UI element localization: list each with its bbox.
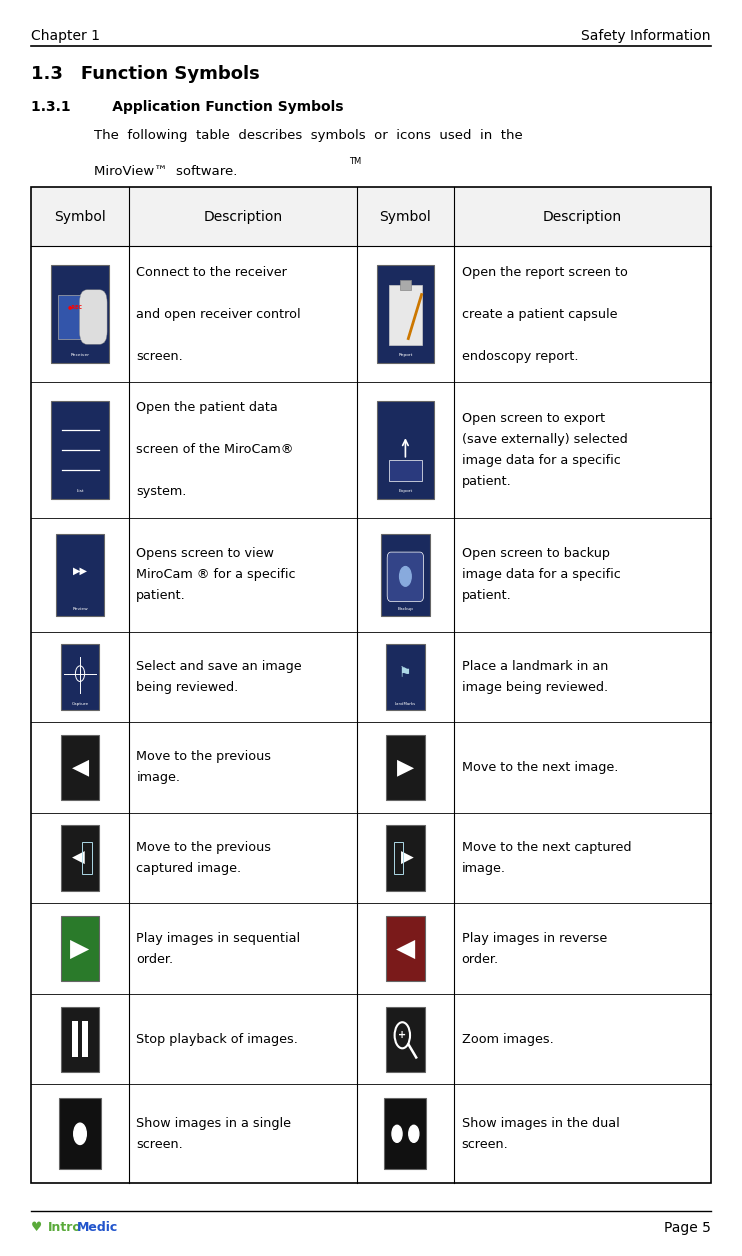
FancyBboxPatch shape xyxy=(387,553,424,602)
FancyBboxPatch shape xyxy=(51,265,109,363)
Text: The  following  table  describes  symbols  or  icons  used  in  the: The following table describes symbols or… xyxy=(94,129,523,142)
FancyBboxPatch shape xyxy=(79,290,107,344)
Text: Move to the next captured
image.: Move to the next captured image. xyxy=(462,842,631,875)
FancyBboxPatch shape xyxy=(381,534,430,615)
Text: Open screen to export
(save externally) selected
image data for a specific
patie: Open screen to export (save externally) … xyxy=(462,412,628,487)
Text: Open the report screen to

create a patient capsule

endoscopy report.: Open the report screen to create a patie… xyxy=(462,265,628,363)
Text: Connect to the receiver

and open receiver control

screen.: Connect to the receiver and open receive… xyxy=(137,265,301,363)
FancyBboxPatch shape xyxy=(386,916,424,981)
FancyBboxPatch shape xyxy=(61,825,99,891)
FancyBboxPatch shape xyxy=(384,1098,427,1169)
Text: TM: TM xyxy=(349,157,362,166)
Text: ▶: ▶ xyxy=(397,757,414,777)
Text: Show images in a single
screen.: Show images in a single screen. xyxy=(137,1117,292,1150)
Text: ◀: ◀ xyxy=(72,849,85,867)
Text: Medic: Medic xyxy=(77,1221,119,1233)
Text: 1.3.1   Application Function Symbols: 1.3.1 Application Function Symbols xyxy=(31,100,344,114)
FancyBboxPatch shape xyxy=(376,265,434,363)
FancyBboxPatch shape xyxy=(59,1098,101,1169)
Text: Symbol: Symbol xyxy=(54,210,106,224)
Text: Move to the next image.: Move to the next image. xyxy=(462,761,618,774)
FancyBboxPatch shape xyxy=(58,295,90,339)
FancyBboxPatch shape xyxy=(51,401,109,499)
FancyBboxPatch shape xyxy=(386,644,424,710)
Text: Review: Review xyxy=(72,607,88,612)
Circle shape xyxy=(392,1125,402,1143)
Text: Place a landmark in an
image being reviewed.: Place a landmark in an image being revie… xyxy=(462,659,608,693)
Circle shape xyxy=(400,566,411,587)
Text: ●REC: ●REC xyxy=(68,304,83,309)
FancyBboxPatch shape xyxy=(400,280,411,290)
Text: List: List xyxy=(76,489,84,494)
Text: Description: Description xyxy=(543,210,622,224)
FancyBboxPatch shape xyxy=(376,401,434,499)
Text: ▶: ▶ xyxy=(401,849,414,867)
Circle shape xyxy=(409,1125,418,1143)
Text: Move to the previous
image.: Move to the previous image. xyxy=(137,751,272,785)
Text: Backup: Backup xyxy=(398,607,413,612)
Text: Move to the previous
captured image.: Move to the previous captured image. xyxy=(137,842,272,875)
FancyBboxPatch shape xyxy=(386,735,424,800)
Text: Receiver: Receiver xyxy=(70,353,90,357)
FancyBboxPatch shape xyxy=(390,285,421,345)
Text: Play images in reverse
order.: Play images in reverse order. xyxy=(462,932,607,966)
FancyBboxPatch shape xyxy=(71,1021,78,1058)
Text: ⚑: ⚑ xyxy=(399,666,412,679)
Text: Report: Report xyxy=(398,353,413,357)
Text: Safety Information: Safety Information xyxy=(581,29,711,43)
Text: Open the patient data

screen of the MiroCam®

system.: Open the patient data screen of the Miro… xyxy=(137,402,294,499)
FancyBboxPatch shape xyxy=(31,187,711,246)
FancyBboxPatch shape xyxy=(61,916,99,981)
Text: Show images in the dual
screen.: Show images in the dual screen. xyxy=(462,1117,620,1150)
FancyBboxPatch shape xyxy=(386,825,424,891)
Text: ▶: ▶ xyxy=(70,937,90,961)
Text: LandMarks: LandMarks xyxy=(395,702,416,706)
Text: Chapter 1: Chapter 1 xyxy=(31,29,100,43)
Text: ▶▶: ▶▶ xyxy=(73,565,88,575)
FancyBboxPatch shape xyxy=(61,644,99,710)
Text: ◀: ◀ xyxy=(395,937,415,961)
Text: Opens screen to view
MiroCam ® for a specific
patient.: Opens screen to view MiroCam ® for a spe… xyxy=(137,548,296,603)
Text: Select and save an image
being reviewed.: Select and save an image being reviewed. xyxy=(137,659,302,693)
FancyBboxPatch shape xyxy=(390,460,421,481)
FancyBboxPatch shape xyxy=(61,735,99,800)
Text: MiroView™  software.: MiroView™ software. xyxy=(94,165,237,177)
FancyBboxPatch shape xyxy=(56,534,104,615)
FancyBboxPatch shape xyxy=(61,1006,99,1071)
Text: Intro: Intro xyxy=(47,1221,82,1233)
Circle shape xyxy=(73,1123,86,1144)
Text: Open screen to backup
image data for a specific
patient.: Open screen to backup image data for a s… xyxy=(462,548,620,603)
FancyBboxPatch shape xyxy=(82,1021,88,1058)
Text: Symbol: Symbol xyxy=(380,210,431,224)
Text: Description: Description xyxy=(203,210,282,224)
Text: ♥: ♥ xyxy=(31,1221,47,1233)
Text: 1.3 Function Symbols: 1.3 Function Symbols xyxy=(31,65,260,83)
Text: Page 5: Page 5 xyxy=(664,1221,711,1235)
Text: Export: Export xyxy=(398,489,413,494)
Text: ◀: ◀ xyxy=(71,757,88,777)
Text: Play images in sequential
order.: Play images in sequential order. xyxy=(137,932,301,966)
Text: Zoom images.: Zoom images. xyxy=(462,1032,554,1046)
Text: Capture: Capture xyxy=(71,702,88,706)
Text: Stop playback of images.: Stop playback of images. xyxy=(137,1032,298,1046)
Text: +: + xyxy=(398,1030,407,1040)
FancyBboxPatch shape xyxy=(386,1006,424,1071)
